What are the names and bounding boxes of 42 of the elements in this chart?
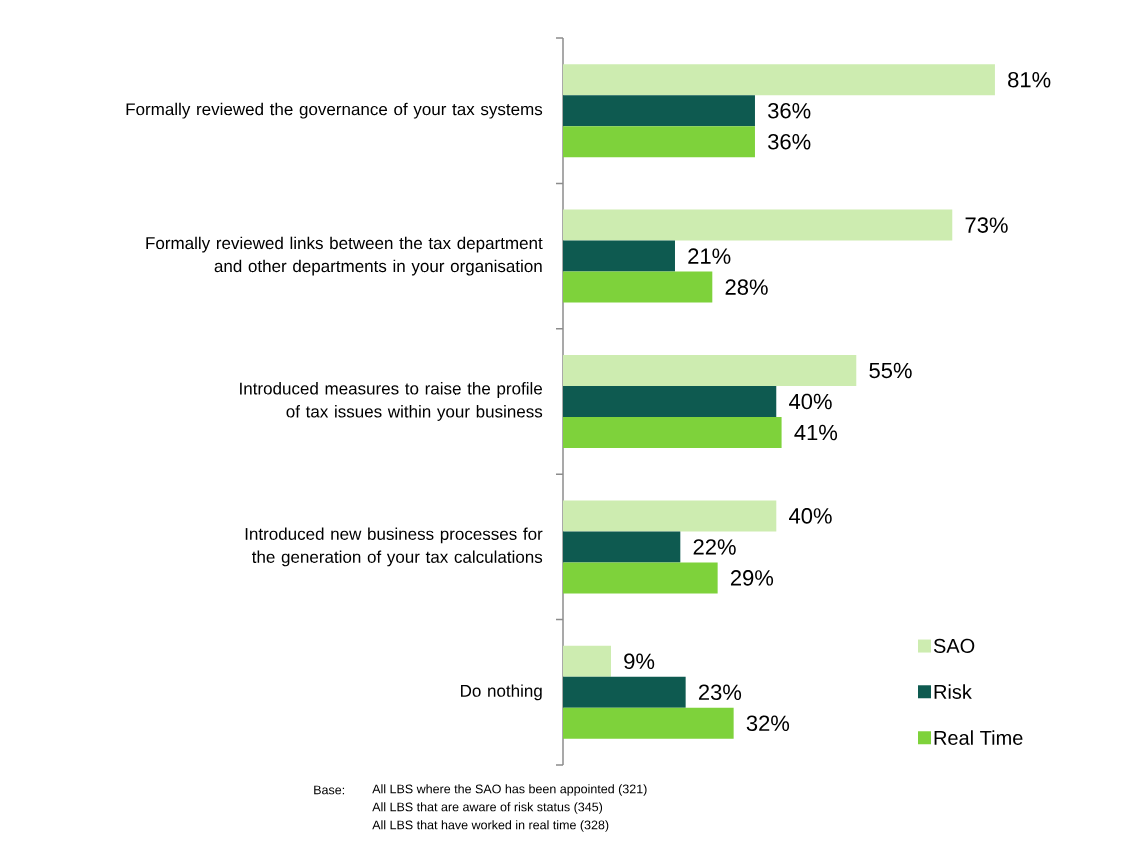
- bar: [563, 500, 777, 532]
- data-label: 36%: [768, 133, 811, 150]
- bar: [563, 95, 755, 127]
- data-label: 21%: [688, 248, 731, 264]
- bar: [563, 531, 681, 563]
- data-label: 28%: [725, 279, 768, 295]
- bar: [563, 417, 782, 448]
- data-label: 9%: [624, 653, 655, 670]
- data-label: 32%: [746, 715, 790, 732]
- bar: [563, 645, 611, 677]
- data-label: 41%: [794, 424, 838, 441]
- data-label: 23%: [698, 684, 742, 701]
- bar: [563, 64, 995, 96]
- data-label: 55%: [869, 362, 912, 379]
- data-label: 40%: [789, 508, 832, 524]
- bar: [563, 240, 675, 272]
- y-tick-label: Formally reviewed the governance of your tax systems: [126, 102, 543, 119]
- data-label: 22%: [693, 539, 736, 555]
- data-label: 40%: [789, 393, 832, 410]
- data-label: 36%: [768, 102, 811, 119]
- y-tick-label: Introduced measures to raise the profile of tax issues within your business: [240, 382, 543, 421]
- text: Base:: [314, 785, 345, 795]
- text: All LBS where the SAO has been appointed (321): [372, 784, 647, 796]
- y-tick-label: Formally reviewed links between the tax department and other departments in your organisation: [146, 236, 543, 276]
- y-tick-label: Do nothing: [461, 684, 542, 701]
- legend-label: Real Time: [934, 730, 1023, 745]
- bar: [563, 126, 755, 158]
- legend-label: Risk: [934, 684, 972, 699]
- bar: [563, 707, 734, 739]
- data-label: 29%: [730, 570, 774, 586]
- legend-label: SAO: [933, 638, 975, 653]
- data-label: 81%: [1008, 71, 1051, 88]
- y-tick-label: Introduced new business processes for the generation of your tax calculations: [245, 527, 543, 567]
- data-label: 73%: [965, 217, 1008, 233]
- text: All LBS that are aware of risk status (345): [372, 802, 603, 814]
- bar: [563, 271, 713, 303]
- bar: [563, 355, 857, 386]
- bar: [563, 386, 777, 417]
- text: All LBS that have worked in real time (328): [372, 820, 609, 832]
- bar: [563, 676, 686, 708]
- bar: [563, 562, 718, 594]
- bar: [563, 209, 953, 241]
